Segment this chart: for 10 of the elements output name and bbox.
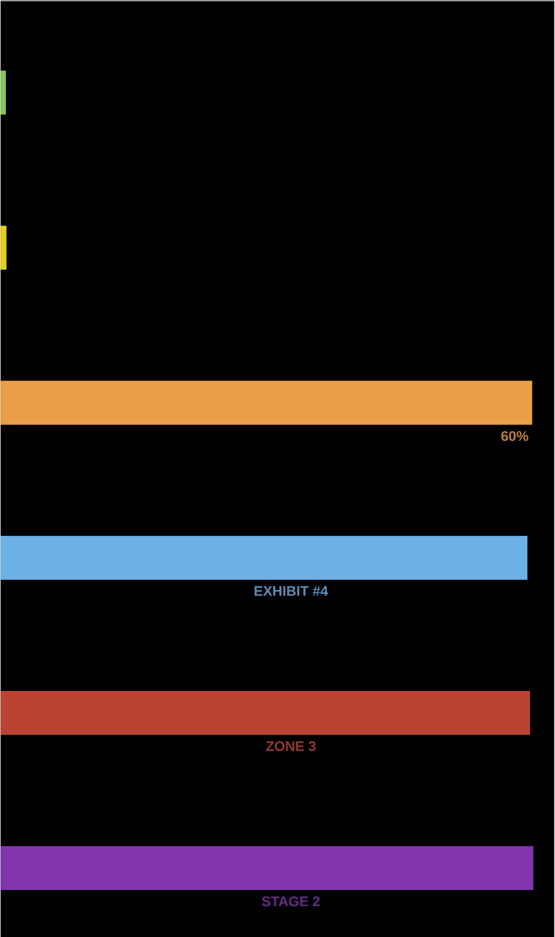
bar (0, 846, 534, 890)
y-tick-label: ZONE 3 (266, 741, 316, 752)
y-tick-label: STAGE 2 (262, 896, 320, 906)
bar (0, 380, 532, 425)
bar (0, 691, 530, 735)
bar (0, 70, 6, 114)
y-tick-label: EXHIBIT #4 (254, 586, 328, 596)
annotation: 60% (501, 431, 528, 441)
bar (0, 226, 7, 270)
bar (0, 536, 528, 580)
